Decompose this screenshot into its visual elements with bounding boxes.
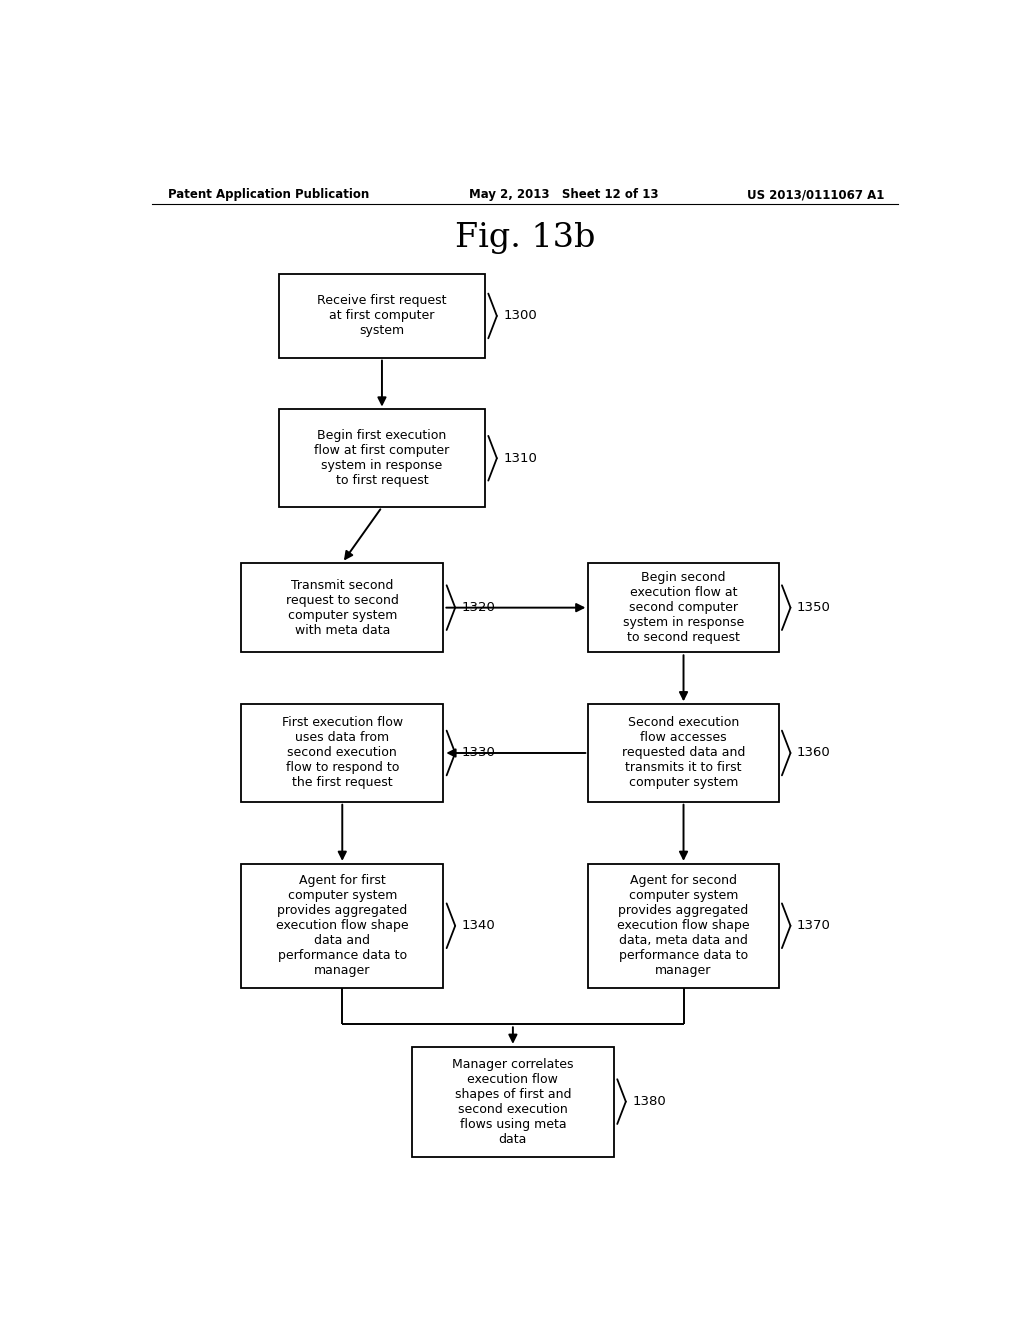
Text: 1380: 1380 <box>632 1096 666 1107</box>
Text: 1330: 1330 <box>462 747 496 759</box>
Bar <box>412 1047 614 1156</box>
Bar <box>279 409 485 507</box>
Text: US 2013/0111067 A1: US 2013/0111067 A1 <box>748 189 885 202</box>
Text: 1360: 1360 <box>797 747 830 759</box>
Text: May 2, 2013   Sheet 12 of 13: May 2, 2013 Sheet 12 of 13 <box>469 189 658 202</box>
Bar <box>241 562 443 652</box>
Text: Receive first request
at first computer
system: Receive first request at first computer … <box>317 294 446 338</box>
Bar <box>241 863 443 987</box>
Text: Agent for first
computer system
provides aggregated
execution flow shape
data an: Agent for first computer system provides… <box>275 874 409 977</box>
Bar <box>588 562 778 652</box>
Text: Agent for second
computer system
provides aggregated
execution flow shape
data, : Agent for second computer system provide… <box>617 874 750 977</box>
Bar <box>588 863 778 987</box>
Text: First execution flow
uses data from
second execution
flow to respond to
the firs: First execution flow uses data from seco… <box>282 717 402 789</box>
Text: Transmit second
request to second
computer system
with meta data: Transmit second request to second comput… <box>286 578 398 636</box>
Text: 1370: 1370 <box>797 919 830 932</box>
Text: 1350: 1350 <box>797 601 830 614</box>
Text: 1310: 1310 <box>503 451 538 465</box>
Bar <box>241 704 443 801</box>
Text: Patent Application Publication: Patent Application Publication <box>168 189 369 202</box>
Bar <box>588 704 778 801</box>
Text: Manager correlates
execution flow
shapes of first and
second execution
flows usi: Manager correlates execution flow shapes… <box>453 1057 573 1146</box>
Text: 1320: 1320 <box>462 601 496 614</box>
Text: Fig. 13b: Fig. 13b <box>455 222 595 253</box>
Text: Begin second
execution flow at
second computer
system in response
to second requ: Begin second execution flow at second co… <box>623 572 744 644</box>
Bar <box>279 275 485 358</box>
Text: Begin first execution
flow at first computer
system in response
to first request: Begin first execution flow at first comp… <box>314 429 450 487</box>
Text: 1300: 1300 <box>503 309 537 322</box>
Text: Second execution
flow accesses
requested data and
transmits it to first
computer: Second execution flow accesses requested… <box>622 717 745 789</box>
Text: 1340: 1340 <box>462 919 496 932</box>
